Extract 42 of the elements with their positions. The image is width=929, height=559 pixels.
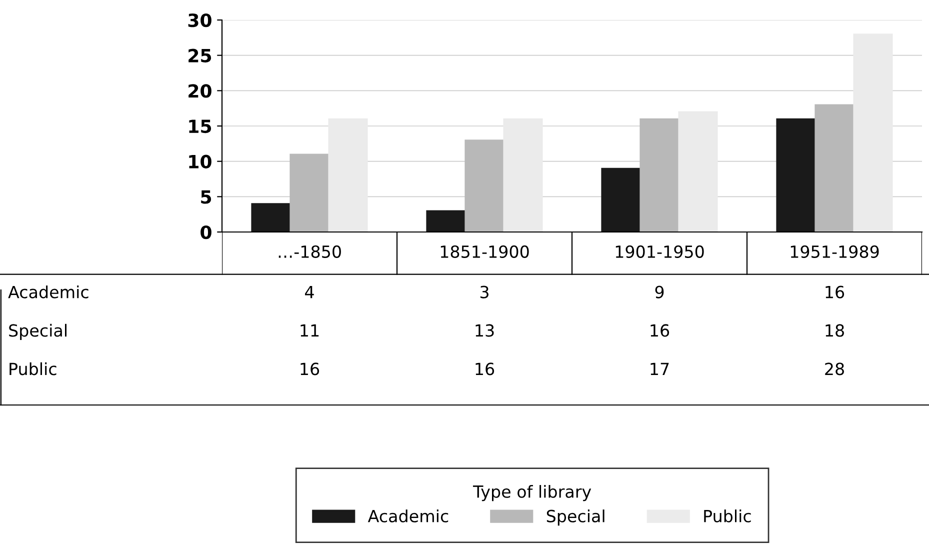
bar <box>640 118 680 232</box>
x-tick-label: 1951-1989 <box>790 245 879 258</box>
bar <box>776 118 816 232</box>
text: Academic <box>8 285 88 298</box>
y-tick-label: 25 <box>188 48 212 62</box>
y-tick-label: 20 <box>188 84 212 98</box>
data-label: 18 <box>826 324 844 337</box>
bar <box>464 140 504 232</box>
bar <box>678 111 718 232</box>
x-tick-label: 1901-1950 <box>616 245 704 258</box>
bar <box>853 34 893 232</box>
bar <box>503 118 543 232</box>
y-tick-label: 5 <box>201 190 212 204</box>
data-label: 9 <box>655 286 664 298</box>
text: Special <box>9 324 66 340</box>
legend-title: Type of library <box>472 485 592 502</box>
bar <box>290 154 330 232</box>
legend-label: Academic <box>368 509 448 522</box>
data-label: 16 <box>300 362 320 376</box>
y-tick-label: 0 <box>200 225 212 240</box>
legend-label: Special <box>546 509 604 526</box>
data-label: 13 <box>476 324 494 337</box>
x-tick-label: 1851-1900 <box>440 245 529 258</box>
data-label: 17 <box>650 362 669 375</box>
y-tick-label: 30 <box>188 13 212 28</box>
y-tick-label: 15 <box>189 120 212 134</box>
data-label: 3 <box>480 286 488 298</box>
y-tick-label: 10 <box>189 154 212 168</box>
text: Public <box>10 362 56 376</box>
bar <box>814 104 854 232</box>
data-label: 16 <box>650 324 670 337</box>
bar <box>426 210 466 232</box>
bar <box>251 203 291 232</box>
legend-label: Public <box>704 509 751 522</box>
data-label: 4 <box>305 286 314 298</box>
data-label: 16 <box>476 362 494 376</box>
data-label: 11 <box>300 324 319 337</box>
data-label: 16 <box>826 286 844 298</box>
bar <box>328 118 368 232</box>
x-tick-label: …-1850 <box>278 245 341 258</box>
data-label: 28 <box>825 362 844 376</box>
bar <box>601 168 641 232</box>
